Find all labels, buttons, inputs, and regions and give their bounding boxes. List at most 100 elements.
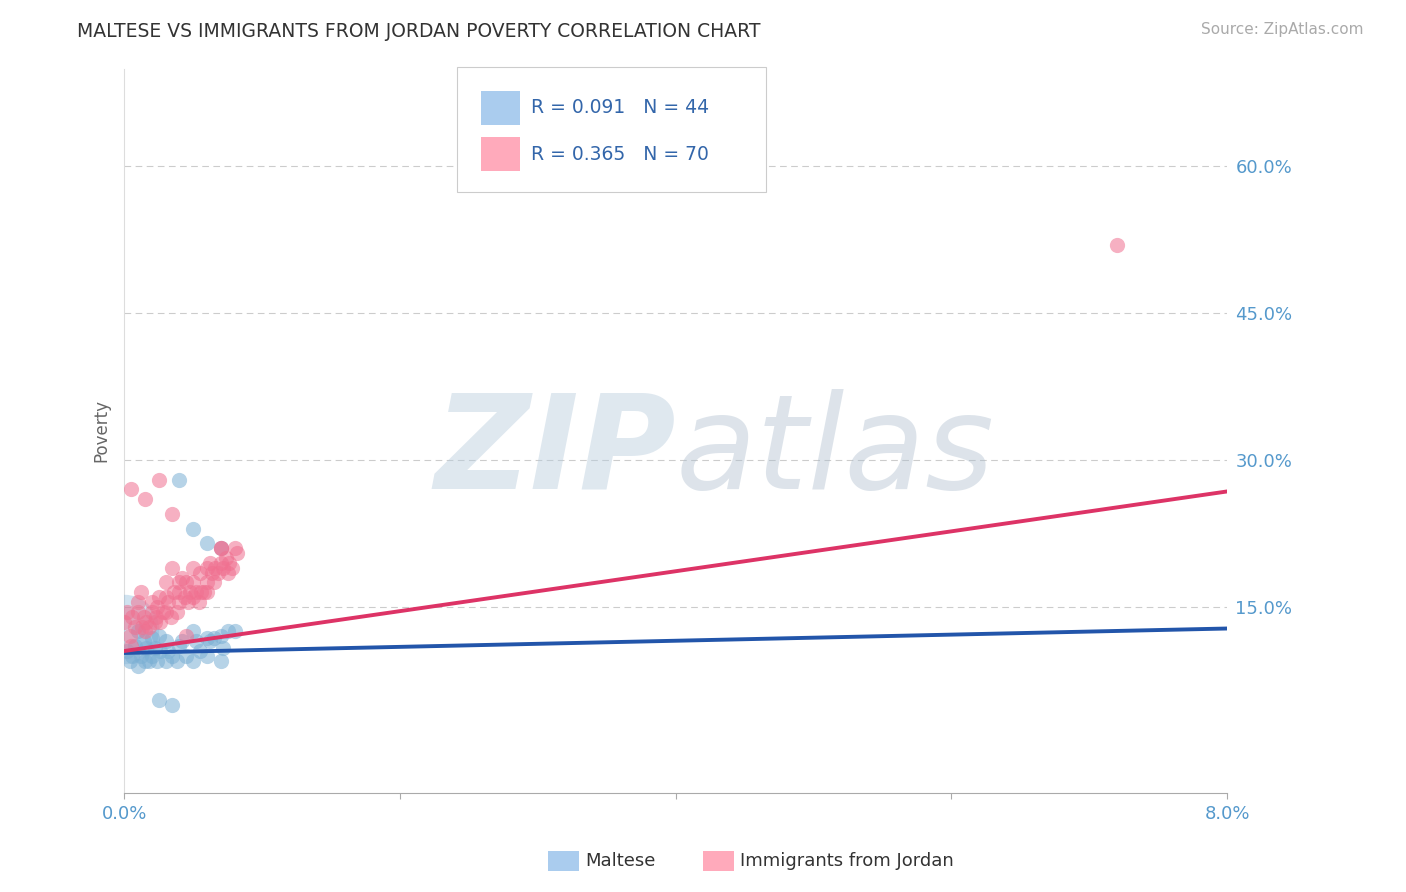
Point: [173, 590, 195, 604]
Point: [169, 595, 191, 609]
Point: [176, 595, 198, 609]
Point: [202, 632, 225, 646]
Point: [155, 654, 177, 668]
Point: [202, 575, 225, 590]
Point: [141, 648, 163, 663]
Point: [184, 634, 207, 648]
Point: [195, 585, 218, 599]
Point: [209, 556, 232, 570]
Point: [195, 561, 218, 575]
Point: [160, 609, 183, 624]
Point: [141, 605, 163, 619]
Point: [132, 634, 155, 648]
Point: [215, 551, 238, 566]
Point: [112, 615, 135, 629]
Point: [131, 619, 153, 633]
Point: [209, 541, 232, 556]
Text: R = 0.365   N = 70: R = 0.365 N = 70: [531, 145, 710, 164]
Point: [184, 585, 207, 599]
Point: [190, 585, 212, 599]
Point: [115, 644, 138, 658]
Point: [209, 541, 232, 556]
Point: [193, 585, 215, 599]
Point: [209, 629, 232, 643]
Point: [195, 575, 218, 590]
Point: [224, 541, 246, 556]
Point: [195, 632, 218, 646]
Point: [135, 641, 157, 656]
Point: [145, 609, 167, 624]
Point: [127, 595, 149, 609]
Point: [143, 641, 166, 656]
Point: [138, 619, 160, 633]
Point: [226, 546, 249, 560]
Point: [166, 654, 188, 668]
Point: [135, 615, 157, 629]
Point: [138, 654, 160, 668]
Text: Maltese: Maltese: [585, 852, 655, 870]
Point: [157, 595, 180, 609]
Point: [195, 536, 218, 550]
Point: [209, 654, 232, 668]
Point: [134, 654, 156, 668]
Point: [162, 507, 184, 521]
Point: [148, 590, 170, 604]
Point: [134, 492, 156, 507]
Point: [174, 648, 197, 663]
Point: [132, 609, 155, 624]
Point: [174, 629, 197, 643]
Point: [148, 473, 170, 487]
Point: [120, 483, 142, 497]
Point: [169, 473, 191, 487]
Point: [118, 654, 141, 668]
Point: [212, 641, 235, 656]
Point: [188, 566, 211, 580]
Point: [129, 585, 152, 599]
Point: [162, 648, 184, 663]
Point: [174, 575, 197, 590]
Point: [198, 634, 221, 648]
Point: [157, 644, 180, 658]
Point: [172, 634, 194, 648]
Point: [181, 654, 204, 668]
Y-axis label: Poverty: Poverty: [93, 400, 110, 462]
Point: [152, 605, 174, 619]
Point: [121, 609, 143, 624]
Text: R = 0.091   N = 44: R = 0.091 N = 44: [531, 98, 710, 118]
Point: [162, 698, 184, 712]
Point: [155, 590, 177, 604]
Point: [204, 561, 226, 575]
Point: [212, 561, 235, 575]
Point: [169, 575, 191, 590]
Point: [195, 648, 218, 663]
Point: [149, 644, 172, 658]
Point: [166, 605, 188, 619]
Point: [148, 693, 170, 707]
Point: [181, 624, 204, 639]
Point: [224, 624, 246, 639]
Point: [148, 629, 170, 643]
Point: [155, 575, 177, 590]
Point: [155, 605, 177, 619]
Text: MALTESE VS IMMIGRANTS FROM JORDAN POVERTY CORRELATION CHART: MALTESE VS IMMIGRANTS FROM JORDAN POVERT…: [77, 22, 761, 41]
Point: [172, 571, 194, 585]
Point: [217, 566, 239, 580]
Point: [129, 648, 152, 663]
Point: [127, 605, 149, 619]
Point: [181, 590, 204, 604]
Text: Source: ZipAtlas.com: Source: ZipAtlas.com: [1201, 22, 1364, 37]
Point: [198, 556, 221, 570]
Point: [134, 624, 156, 639]
Point: [181, 575, 204, 590]
Point: [207, 566, 229, 580]
Point: [163, 585, 186, 599]
Point: [127, 624, 149, 639]
Point: [118, 629, 141, 643]
Point: [201, 566, 224, 580]
Point: [115, 605, 138, 619]
Text: ZIP: ZIP: [434, 389, 676, 516]
Point: [149, 615, 172, 629]
Point: [187, 595, 209, 609]
Point: [218, 556, 240, 570]
Point: [141, 595, 163, 609]
